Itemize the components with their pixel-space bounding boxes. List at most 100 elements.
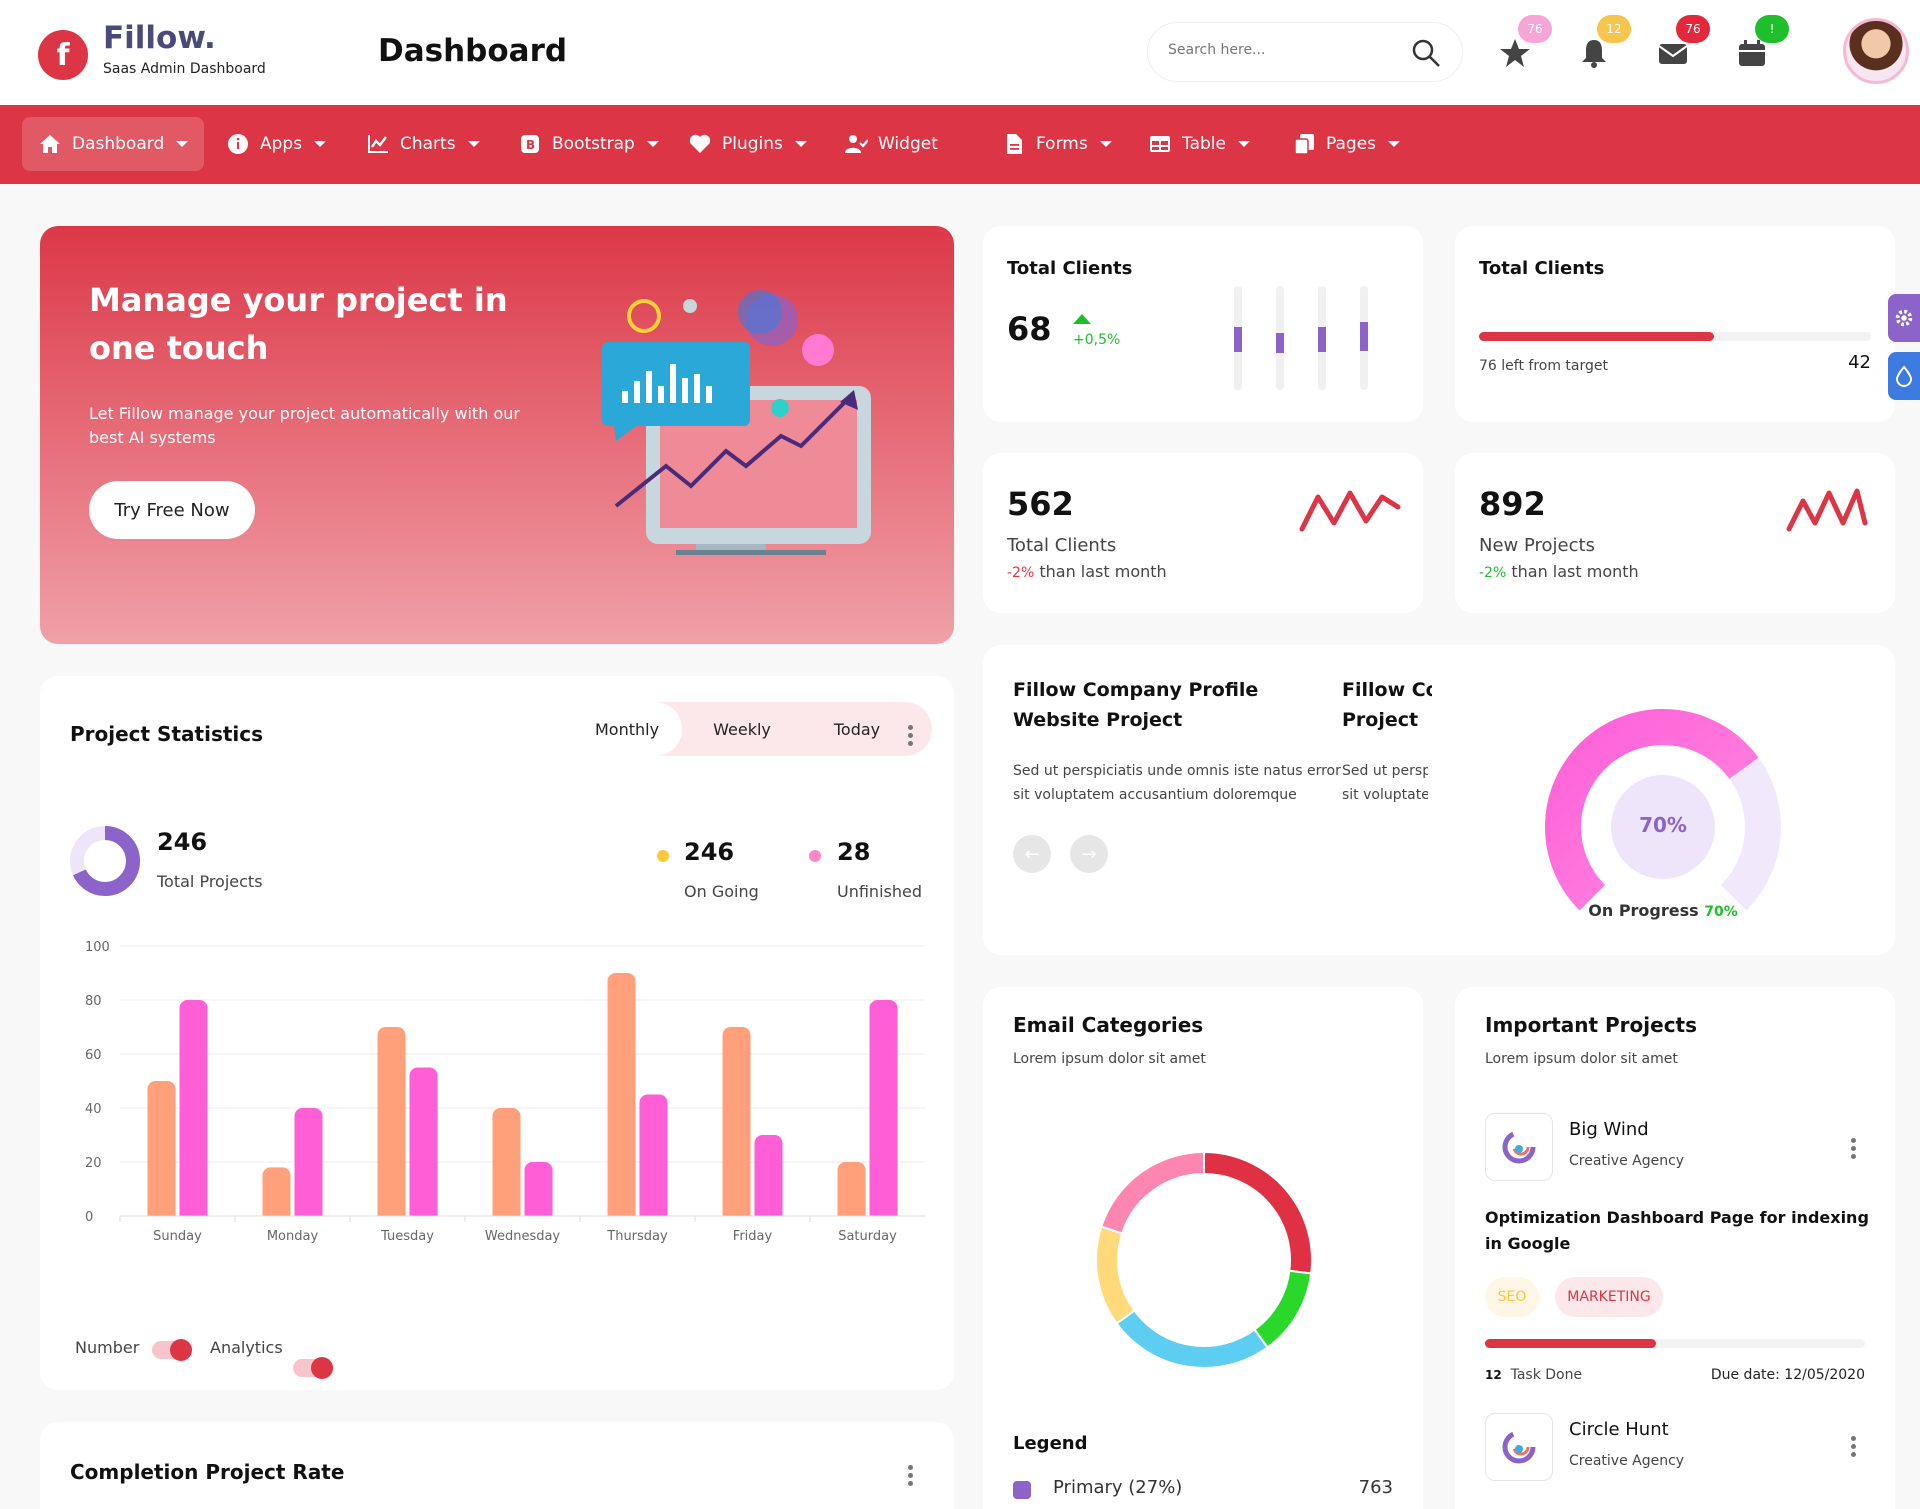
- profile-title: Fillow Company Profile Website Project: [1013, 679, 1259, 731]
- profile-description: Sed ut perspiciatis unde omnis iste natu…: [1013, 763, 1341, 803]
- home-icon: [40, 135, 60, 153]
- tab-weekly[interactable]: Weekly: [713, 719, 771, 739]
- due-date: Due date: 12/05/2020: [1710, 1367, 1865, 1383]
- new-projects-stat-card: 892 New Projects -2% than last month: [1455, 453, 1895, 613]
- analytics-toggle[interactable]: [293, 1357, 333, 1379]
- bar-base: [837, 1206, 866, 1216]
- nav-plugins[interactable]: Plugins: [672, 117, 823, 171]
- nav-apps[interactable]: Apps: [210, 117, 342, 171]
- caret-down-icon: [314, 141, 327, 147]
- more-options-icon[interactable]: [1851, 1135, 1856, 1162]
- nav-label: Apps: [260, 134, 303, 154]
- project-logo-icon: [1485, 1413, 1553, 1481]
- prev-arrow-button[interactable]: ←: [1013, 835, 1051, 873]
- mini-bar: [1276, 286, 1284, 390]
- star-icon[interactable]: [1498, 36, 1532, 74]
- search-input[interactable]: [1168, 42, 1408, 58]
- up-arrow-icon: [1073, 314, 1091, 324]
- nav-widget[interactable]: Widget: [828, 117, 954, 171]
- card-title: Total Clients: [1479, 258, 1605, 279]
- nav-forms[interactable]: Forms: [986, 117, 1128, 171]
- task-progress: [1485, 1339, 1865, 1348]
- x-tick-label: Friday: [733, 1229, 773, 1244]
- more-options-icon[interactable]: [908, 1462, 913, 1489]
- profile-description-next: Sed ut persp sit voluptate: [1342, 763, 1428, 803]
- bar-base: [262, 1206, 291, 1216]
- nav-label: Charts: [400, 134, 456, 154]
- ongoing-value: 246: [684, 838, 735, 866]
- nav-label: Table: [1182, 134, 1226, 154]
- nav-label: Pages: [1326, 134, 1377, 154]
- x-tick-label: Saturday: [838, 1229, 897, 1244]
- completion-rate-card: Completion Project Rate: [40, 1422, 954, 1509]
- avatar[interactable]: [1843, 18, 1909, 84]
- bar: [639, 1094, 668, 1216]
- card-title: Important Projects: [1485, 1013, 1698, 1037]
- nav-label: Plugins: [722, 134, 783, 154]
- total-clients-card: Total Clients 68 +0,5%: [983, 226, 1423, 422]
- x-tick-label: Sunday: [153, 1229, 202, 1244]
- donut-slice: [1095, 1225, 1136, 1325]
- stat-label: Total Clients: [1007, 535, 1117, 556]
- caret-down-icon: [1237, 141, 1250, 147]
- bar-base: [294, 1206, 323, 1216]
- more-options-icon[interactable]: [908, 722, 913, 749]
- number-toggle-label: Number: [75, 1338, 140, 1357]
- heart-icon: [689, 134, 711, 153]
- tab-today[interactable]: Today: [833, 719, 881, 739]
- app-name: Fillow.: [103, 20, 216, 56]
- donut-slice: [1203, 1150, 1313, 1275]
- calendar-icon[interactable]: [1735, 36, 1769, 74]
- bar: [754, 1135, 783, 1216]
- bar: [837, 1162, 866, 1216]
- total-clients-target-card: Total Clients 76 left from target 42: [1455, 226, 1895, 422]
- project-logo-icon: [1485, 1113, 1553, 1181]
- number-toggle[interactable]: [152, 1339, 192, 1361]
- caret-down-icon: [467, 141, 480, 147]
- y-tick-label: 40: [85, 1102, 102, 1117]
- y-tick-label: 100: [85, 940, 110, 955]
- settings-gear-icon[interactable]: [1888, 294, 1920, 342]
- more-options-icon[interactable]: [1851, 1433, 1856, 1460]
- nav-table[interactable]: Table: [1132, 117, 1266, 171]
- mail-icon[interactable]: [1656, 36, 1690, 74]
- nav-pages[interactable]: Pages: [1276, 117, 1416, 171]
- x-tick-label: Monday: [267, 1229, 319, 1244]
- hero-banner: Manage your project in one touch Let Fil…: [40, 226, 954, 644]
- notification-badge: 76: [1518, 15, 1552, 43]
- stat-change-line: -2% than last month: [1479, 562, 1639, 581]
- bar: [262, 1167, 291, 1216]
- search-icon[interactable]: [1410, 37, 1442, 69]
- app-subtitle: Saas Admin Dashboard: [103, 61, 266, 77]
- theme-drop-icon[interactable]: [1888, 352, 1920, 400]
- nav-dashboard[interactable]: Dashboard: [22, 117, 205, 171]
- important-projects-card: Important Projects Lorem ipsum dolor sit…: [1455, 987, 1895, 1509]
- legend-title: Legend: [1013, 1433, 1088, 1454]
- card-subtitle: Lorem ipsum dolor sit amet: [1485, 1051, 1678, 1067]
- gauge-value: 70%: [1639, 813, 1687, 837]
- target-text: 76 left from target: [1479, 358, 1608, 374]
- tab-monthly[interactable]: Monthly: [572, 702, 682, 756]
- nav-charts[interactable]: Charts: [350, 117, 496, 171]
- stat-value: 562: [1007, 485, 1074, 523]
- bar: [179, 1000, 208, 1216]
- bar-base: [377, 1206, 406, 1216]
- bell-icon[interactable]: [1577, 36, 1611, 74]
- card-title: Completion Project Rate: [70, 1460, 345, 1484]
- total-clients-stat-card: 562 Total Clients -2% than last month: [983, 453, 1423, 613]
- bar-base: [869, 1206, 898, 1216]
- try-free-button[interactable]: Try Free Now: [89, 481, 255, 539]
- table-icon: [1150, 136, 1170, 152]
- header: f Fillow. Saas Admin Dashboard Dashboard…: [0, 0, 1920, 105]
- task-count-line: 12 Task Done: [1485, 1367, 1583, 1383]
- bar-base: [639, 1206, 668, 1216]
- bar: [147, 1081, 176, 1216]
- unfinished-value: 28: [837, 838, 871, 866]
- bar-base: [607, 1206, 636, 1216]
- logo-icon[interactable]: f: [38, 30, 88, 80]
- unfinished-dot: [809, 850, 821, 862]
- y-tick-label: 20: [85, 1156, 102, 1171]
- nav-bootstrap[interactable]: B Bootstrap: [502, 117, 675, 171]
- next-arrow-button[interactable]: →: [1070, 835, 1108, 873]
- hero-text: Let Fillow manage your project automatic…: [89, 404, 520, 447]
